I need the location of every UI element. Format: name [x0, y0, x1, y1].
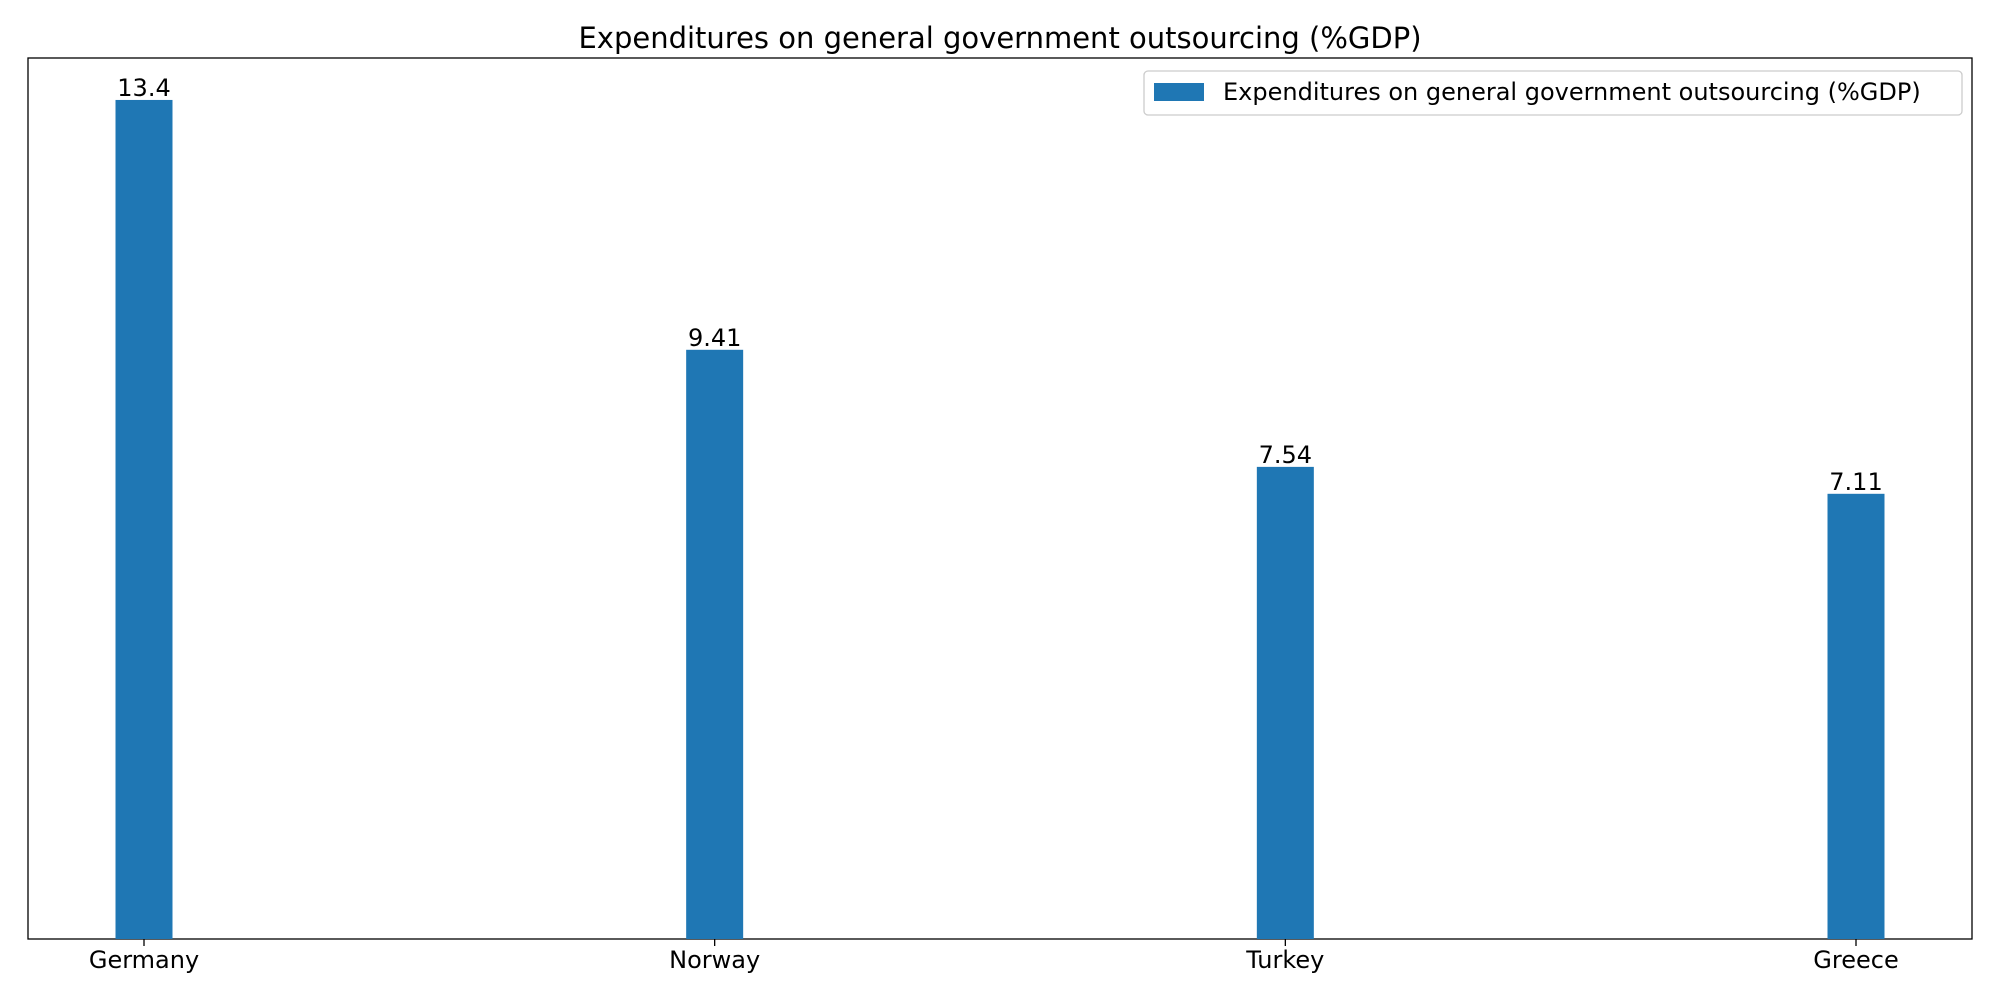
value-labels-layer: 13.4 9.41 7.54 7.11: [117, 74, 1882, 496]
x-tick-label: Norway: [669, 946, 760, 974]
bars-layer: [115, 99, 1885, 939]
bar-value-label: 7.11: [1829, 468, 1882, 496]
x-tick-label: Turkey: [1245, 946, 1324, 974]
bar-turkey: [1256, 466, 1314, 939]
chart-title: Expenditures on general government outso…: [578, 21, 1421, 55]
x-tick-label: Germany: [89, 946, 199, 974]
legend-swatch: [1154, 83, 1204, 101]
bar-germany: [115, 99, 173, 939]
bar-value-label: 9.41: [688, 324, 741, 352]
bar-greece: [1827, 493, 1885, 939]
legend-frame: [1143, 70, 1963, 116]
bar-norway: [686, 349, 744, 939]
legend-entry-label: Expenditures on general government outso…: [1223, 78, 1921, 106]
plot-area-frame: [27, 57, 1973, 940]
legend: Expenditures on general government outso…: [1143, 70, 1963, 116]
bar-value-label: 13.4: [117, 74, 170, 102]
bar-value-label: 7.54: [1259, 441, 1312, 469]
x-tick-label: Greece: [1813, 946, 1898, 974]
x-axis: Germany Norway Turkey Greece: [89, 939, 1899, 974]
